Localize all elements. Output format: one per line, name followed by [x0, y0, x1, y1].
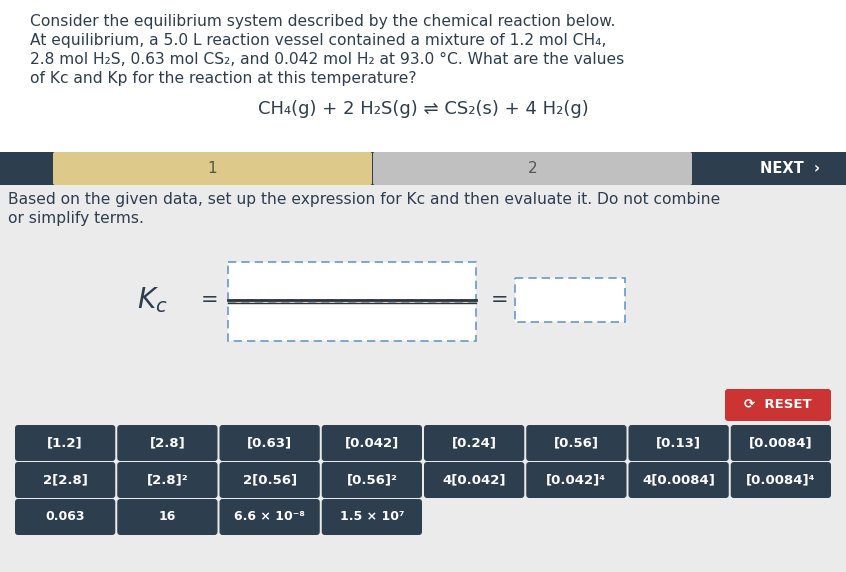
Text: [2.8]: [2.8]	[150, 436, 185, 450]
Text: 2[2.8]: 2[2.8]	[42, 474, 88, 487]
FancyBboxPatch shape	[629, 425, 728, 461]
Text: $K_c$: $K_c$	[137, 285, 168, 315]
FancyBboxPatch shape	[228, 262, 476, 300]
FancyBboxPatch shape	[15, 462, 115, 498]
FancyBboxPatch shape	[228, 303, 476, 341]
FancyBboxPatch shape	[219, 462, 320, 498]
Text: 1.5 × 10⁷: 1.5 × 10⁷	[339, 510, 404, 523]
Text: CH₄(g) + 2 H₂S(g) ⇌ CS₂(s) + 4 H₂(g): CH₄(g) + 2 H₂S(g) ⇌ CS₂(s) + 4 H₂(g)	[258, 100, 588, 118]
FancyBboxPatch shape	[526, 462, 627, 498]
FancyBboxPatch shape	[629, 462, 728, 498]
FancyBboxPatch shape	[219, 499, 320, 535]
FancyBboxPatch shape	[424, 425, 525, 461]
FancyBboxPatch shape	[731, 425, 831, 461]
FancyBboxPatch shape	[373, 152, 692, 185]
Text: [2.8]²: [2.8]²	[146, 474, 188, 487]
Text: ⟳  RESET: ⟳ RESET	[744, 399, 812, 411]
FancyBboxPatch shape	[321, 462, 422, 498]
Text: 0.063: 0.063	[46, 510, 85, 523]
Text: 1: 1	[207, 161, 217, 176]
Text: 4[0.0084]: 4[0.0084]	[642, 474, 715, 487]
Text: NEXT  ›: NEXT ›	[760, 161, 820, 176]
Text: [0.56]²: [0.56]²	[347, 474, 398, 487]
Text: 2[0.56]: 2[0.56]	[243, 474, 297, 487]
FancyBboxPatch shape	[15, 499, 115, 535]
Text: [0.042]: [0.042]	[345, 436, 399, 450]
Text: [0.13]: [0.13]	[656, 436, 701, 450]
Text: of Kc and Kp for the reaction at this temperature?: of Kc and Kp for the reaction at this te…	[30, 71, 416, 86]
Text: 4[0.042]: 4[0.042]	[442, 474, 506, 487]
Text: [0.0084]: [0.0084]	[749, 436, 813, 450]
Text: [0.24]: [0.24]	[452, 436, 497, 450]
Text: [0.042]⁴: [0.042]⁴	[547, 474, 607, 487]
FancyBboxPatch shape	[321, 425, 422, 461]
Text: [0.56]: [0.56]	[554, 436, 599, 450]
Text: Consider the equilibrium system described by the chemical reaction below.: Consider the equilibrium system describe…	[30, 14, 615, 29]
Text: [0.63]: [0.63]	[247, 436, 292, 450]
FancyBboxPatch shape	[118, 499, 217, 535]
FancyBboxPatch shape	[515, 278, 625, 322]
FancyBboxPatch shape	[118, 425, 217, 461]
Text: At equilibrium, a 5.0 L reaction vessel contained a mixture of 1.2 mol CH₄,: At equilibrium, a 5.0 L reaction vessel …	[30, 33, 607, 48]
Text: =: =	[492, 290, 508, 310]
FancyBboxPatch shape	[725, 389, 831, 421]
Text: [1.2]: [1.2]	[47, 436, 83, 450]
Text: 16: 16	[159, 510, 176, 523]
FancyBboxPatch shape	[424, 462, 525, 498]
Text: 6.6 × 10⁻⁸: 6.6 × 10⁻⁸	[234, 510, 305, 523]
Text: 2.8 mol H₂S, 0.63 mol CS₂, and 0.042 mol H₂ at 93.0 °C. What are the values: 2.8 mol H₂S, 0.63 mol CS₂, and 0.042 mol…	[30, 52, 624, 67]
Text: Based on the given data, set up the expression for Kc and then evaluate it. Do n: Based on the given data, set up the expr…	[8, 192, 720, 207]
Text: 2: 2	[528, 161, 537, 176]
FancyBboxPatch shape	[219, 425, 320, 461]
FancyBboxPatch shape	[731, 462, 831, 498]
Text: or simplify terms.: or simplify terms.	[8, 211, 144, 226]
FancyBboxPatch shape	[0, 0, 846, 152]
FancyBboxPatch shape	[53, 152, 372, 185]
Text: =: =	[201, 290, 219, 310]
FancyBboxPatch shape	[321, 499, 422, 535]
FancyBboxPatch shape	[15, 425, 115, 461]
FancyBboxPatch shape	[118, 462, 217, 498]
Text: [0.0084]⁴: [0.0084]⁴	[746, 474, 816, 487]
FancyBboxPatch shape	[526, 425, 627, 461]
FancyBboxPatch shape	[0, 152, 846, 185]
